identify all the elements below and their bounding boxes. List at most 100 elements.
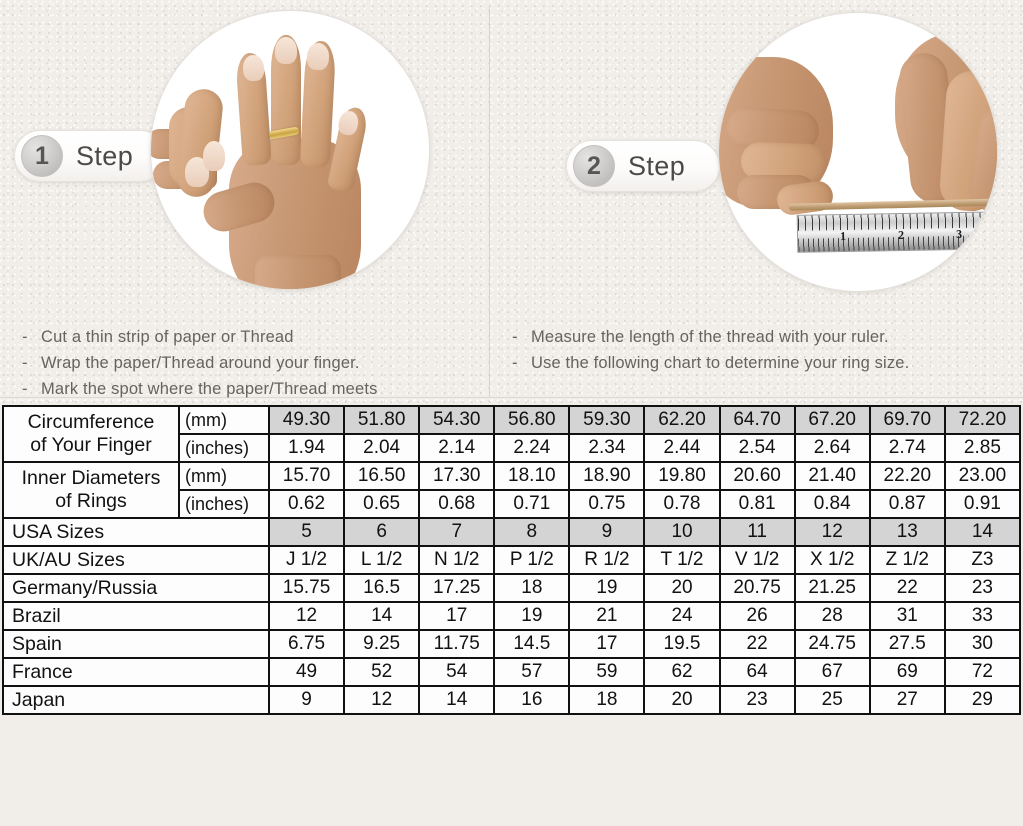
table-cell: 62.20: [643, 405, 721, 435]
table-cell: 69.70: [868, 405, 946, 435]
row-label: Japan: [2, 685, 270, 715]
table-cell: 19: [493, 601, 571, 631]
step-2-photo: 1 2 3: [718, 12, 998, 292]
row-label: Brazil: [2, 601, 270, 631]
unit-cell: (inches): [178, 433, 270, 463]
table-cell: 16.5: [343, 573, 421, 603]
row-label: Spain: [2, 629, 270, 659]
table-cell: 17: [568, 629, 646, 659]
table-cell: L 1/2: [343, 545, 421, 575]
table-cell: 57: [493, 657, 571, 687]
table-cell: 19.5: [643, 629, 721, 659]
table-cell: 23: [718, 685, 796, 715]
instruction-text: Use the following chart to determine you…: [531, 354, 910, 372]
table-cell: 0.84: [793, 489, 871, 519]
table-cell: T 1/2: [643, 545, 721, 575]
table-cell: 20: [643, 573, 721, 603]
table-cell: 0.91: [943, 489, 1022, 519]
table-cell: V 1/2: [718, 545, 796, 575]
table-cell: 14: [943, 517, 1022, 547]
step-1-label: Step: [76, 140, 134, 171]
table-cell: 24.75: [793, 629, 871, 659]
table-cell: 52: [343, 657, 421, 687]
table-cell: 1.94: [267, 433, 346, 463]
table-cell: 16.50: [343, 461, 421, 491]
bullet-dash: -: [22, 380, 28, 398]
instruction-item: - Use the following chart to determine y…: [512, 350, 909, 376]
table-cell: 54: [418, 657, 496, 687]
ruler: 1 2 3: [796, 211, 997, 253]
table-cell: 2.14: [418, 433, 496, 463]
table-cell: 2.34: [568, 433, 646, 463]
table-cell: 14.5: [493, 629, 571, 659]
table-cell: 18: [493, 573, 571, 603]
table-cell: P 1/2: [493, 545, 571, 575]
table-cell: 12: [343, 685, 421, 715]
table-row: Germany/Russia 15.75 16.5 17.25 18 19 20 20.75 2…: [2, 573, 1022, 603]
table-cell: 2.44: [643, 433, 721, 463]
row-group-label: Inner Diameters of Rings: [2, 461, 180, 519]
table-row: Brazil 12 14 17 19 21 24 26 28 31 33: [2, 601, 1022, 631]
unit-cell: (inches): [178, 489, 270, 519]
instruction-text: Measure the length of the thread with yo…: [531, 328, 889, 346]
table-cell: 20.60: [718, 461, 796, 491]
table-cell: 31: [868, 601, 946, 631]
table-row: Circumference of Your Finger (mm) 49.30 51.8…: [2, 405, 1022, 463]
section-divider: [0, 397, 1023, 398]
table-cell: 62: [643, 657, 721, 687]
table-cell: 0.87: [868, 489, 946, 519]
table-cell: 14: [343, 601, 421, 631]
table-cell: 0.68: [418, 489, 496, 519]
table-cell: 5: [267, 517, 346, 547]
hand-with-ring-illustration: [151, 11, 429, 289]
table-cell: 15.70: [267, 461, 346, 491]
bullet-dash: -: [22, 354, 28, 372]
table-cell: 27.5: [868, 629, 946, 659]
instruction-text: Wrap the paper/Thread around your finger…: [41, 354, 360, 372]
instruction-item: - Cut a thin strip of paper or Thread: [22, 324, 377, 350]
table-cell: 49: [267, 657, 346, 687]
bullet-dash: -: [512, 354, 518, 372]
unit-cell: (mm): [178, 461, 270, 491]
table-cell: 64: [718, 657, 796, 687]
table-cell: 0.75: [568, 489, 646, 519]
panel-divider: [489, 6, 490, 398]
table-cell: 16: [493, 685, 571, 715]
instruction-item: - Mark the spot where the paper/Thread m…: [22, 376, 377, 402]
table-cell: 33: [943, 601, 1022, 631]
table-cell: J 1/2: [267, 545, 346, 575]
ruler-mark: 2: [897, 227, 905, 243]
ring-size-chart-table: Circumference of Your Finger (mm) 49.30 51.8…: [2, 405, 1022, 715]
bullet-dash: -: [22, 328, 28, 346]
table-cell: 6.75: [267, 629, 346, 659]
step-2-instructions: - Measure the length of the thread with …: [512, 324, 909, 376]
table-cell: 2.74: [868, 433, 946, 463]
table-row: (inches) 1.94 2.04 2.14 2.24 2.34 2.44 2.54 2.64…: [3, 433, 1022, 463]
table-cell: 22: [718, 629, 796, 659]
table-cell: 21: [568, 601, 646, 631]
table-cell: 19: [568, 573, 646, 603]
row-label: Germany/Russia: [2, 573, 270, 603]
table-cell: 59: [568, 657, 646, 687]
table-cell: 72: [943, 657, 1022, 687]
table-cell: 22: [868, 573, 946, 603]
instruction-item: - Measure the length of the thread with …: [512, 324, 909, 350]
row-label: USA Sizes: [2, 517, 270, 547]
table-cell: 0.81: [718, 489, 796, 519]
table-cell: 2.64: [793, 433, 871, 463]
row-label: France: [2, 657, 270, 687]
table-cell: 25: [793, 685, 871, 715]
ruler-mark: 1: [839, 228, 847, 244]
table-cell: 17.30: [418, 461, 496, 491]
table-row: Inner Diameters of Rings (mm) 15.70 16.50 17.…: [2, 461, 1022, 519]
table-cell: 12: [267, 601, 346, 631]
step-1-photo: [150, 10, 430, 290]
table-cell: 13: [868, 517, 946, 547]
table-cell: 12: [793, 517, 871, 547]
table-cell: X 1/2: [793, 545, 871, 575]
table-cell: 18.90: [568, 461, 646, 491]
table-cell: 67.20: [793, 405, 871, 435]
row-group-label: Circumference of Your Finger: [2, 405, 180, 463]
table-cell: 72.20: [943, 405, 1022, 435]
table-cell: 20: [643, 685, 721, 715]
